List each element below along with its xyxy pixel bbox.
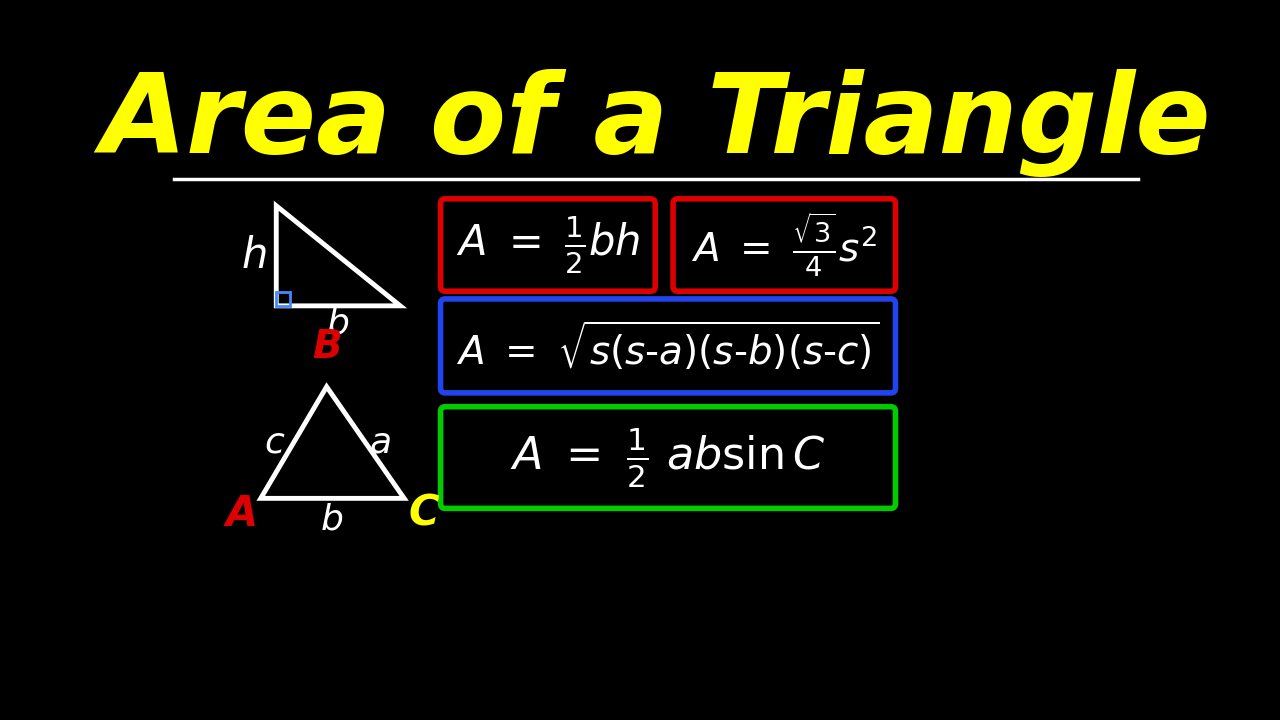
FancyBboxPatch shape [440,199,655,291]
Text: $A\ =\ \frac{\sqrt{3}}{4}s^{2}$: $A\ =\ \frac{\sqrt{3}}{4}s^{2}$ [691,211,877,279]
Text: B: B [312,328,342,366]
Text: a: a [370,425,392,459]
Text: b: b [320,502,343,536]
Text: C: C [408,492,439,535]
Bar [276,292,291,306]
FancyBboxPatch shape [673,199,896,291]
Text: $A\ =\ \sqrt{s(s{\text{-}}a)(s{\text{-}}b)(s{\text{-}}c)}$: $A\ =\ \sqrt{s(s{\text{-}}a)(s{\text{-}}… [456,319,879,373]
Text: c: c [265,425,284,459]
Text: $A\ =\ \frac{1}{2}\ ab\sin C$: $A\ =\ \frac{1}{2}\ ab\sin C$ [511,425,826,490]
Text: b: b [326,307,349,341]
Text: A: A [225,492,257,535]
FancyBboxPatch shape [440,407,896,508]
Text: $A\ =\ \frac{1}{2}bh$: $A\ =\ \frac{1}{2}bh$ [456,215,640,276]
Text: h: h [242,235,268,276]
FancyBboxPatch shape [440,299,896,393]
Text: Area of a Triangle: Area of a Triangle [101,69,1211,177]
